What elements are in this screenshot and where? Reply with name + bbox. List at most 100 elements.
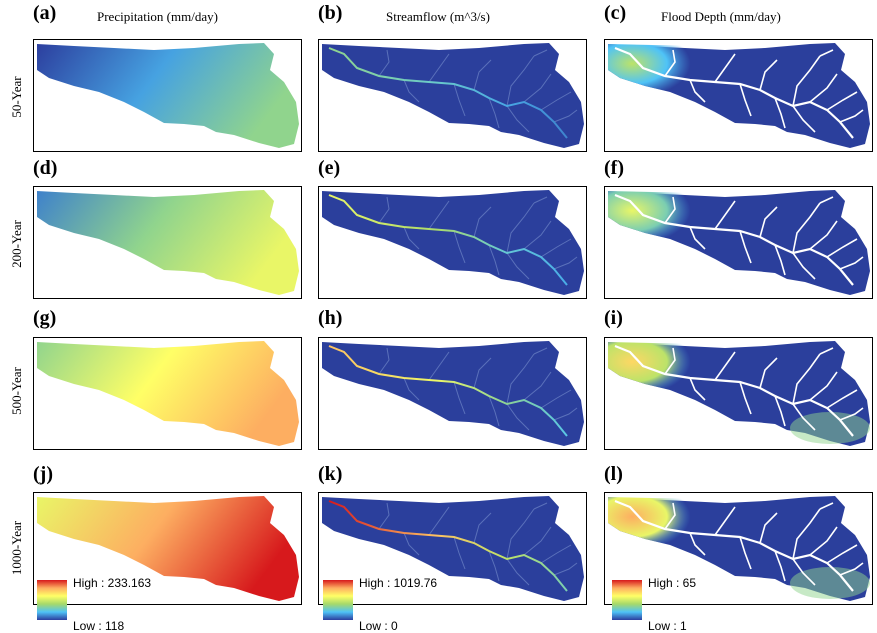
panel-label-l: (l) bbox=[604, 463, 623, 485]
tributary-line bbox=[819, 502, 834, 510]
panel-label-e: (e) bbox=[318, 157, 341, 179]
flood-depth-map-200-year bbox=[604, 186, 873, 299]
legend-color-ramp bbox=[323, 580, 353, 620]
tributary-line bbox=[533, 347, 548, 355]
tributary-line bbox=[473, 59, 492, 91]
tributary-line bbox=[826, 91, 858, 111]
tributary-line bbox=[506, 558, 530, 586]
streamflow-map-200-year bbox=[318, 186, 587, 299]
tributary-line bbox=[473, 512, 492, 544]
tributary-line bbox=[488, 395, 500, 427]
tributary-line bbox=[506, 105, 530, 133]
tributary-line bbox=[553, 407, 578, 421]
tributary-line bbox=[488, 550, 500, 582]
tributary-line bbox=[428, 351, 450, 381]
tributary-line bbox=[523, 371, 552, 401]
tributary-line bbox=[403, 226, 420, 250]
tributary-line bbox=[428, 506, 450, 536]
main-stream-line bbox=[614, 193, 854, 286]
tributary-line bbox=[792, 55, 821, 107]
panel-label-i: (i) bbox=[604, 307, 623, 329]
tributary-line bbox=[453, 381, 466, 415]
tributary-line bbox=[809, 371, 838, 401]
tributary-line bbox=[473, 206, 492, 238]
tributary-line bbox=[819, 196, 834, 204]
tributary-line bbox=[506, 55, 535, 107]
watershed-precipitation-field bbox=[37, 43, 299, 148]
panel-label-c: (c) bbox=[604, 2, 627, 24]
tributary-line bbox=[553, 562, 578, 576]
tributary-line bbox=[523, 526, 552, 556]
flood-depth-map-1000-year bbox=[604, 492, 873, 605]
tributary-line bbox=[774, 550, 786, 582]
watershed-precipitation-field bbox=[37, 341, 299, 446]
tributary-line bbox=[839, 109, 864, 123]
main-stream-line bbox=[614, 344, 854, 437]
watershed-basin bbox=[322, 43, 584, 148]
precipitation-map-1000-year bbox=[33, 492, 302, 605]
legend-color-ramp bbox=[612, 580, 642, 620]
tributary-line bbox=[809, 220, 838, 250]
tributary-line bbox=[819, 49, 834, 57]
tributary-line bbox=[378, 196, 390, 224]
tributary-line bbox=[506, 403, 530, 431]
main-stream-line bbox=[328, 47, 568, 139]
tributary-line bbox=[809, 526, 838, 556]
row-label-200-year: 200-Year bbox=[9, 220, 24, 268]
tributary-line bbox=[473, 357, 492, 389]
column-title-precipitation: Precipitation (mm/day) bbox=[97, 9, 218, 24]
tributary-line bbox=[792, 252, 816, 280]
tributary-line bbox=[839, 407, 864, 421]
tributary-line bbox=[689, 79, 706, 103]
tributary-line bbox=[453, 83, 466, 117]
legend-color-ramp bbox=[37, 580, 67, 620]
main-stream-line bbox=[328, 500, 568, 592]
tributary-line bbox=[523, 73, 552, 103]
tributary-line bbox=[533, 49, 548, 57]
watershed-precipitation-field bbox=[37, 496, 299, 601]
tributary-line bbox=[714, 506, 736, 536]
main-stream-line bbox=[328, 194, 568, 286]
panel-label-k: (k) bbox=[318, 463, 343, 485]
streamflow-map-500-year bbox=[318, 337, 587, 450]
tributary-line bbox=[739, 83, 752, 117]
tributary-line bbox=[506, 202, 535, 254]
main-stream-line bbox=[328, 345, 568, 437]
row-label-500-year: 500-Year bbox=[9, 367, 24, 415]
precipitation-map-500-year bbox=[33, 337, 302, 450]
tributary-line bbox=[809, 73, 838, 103]
tributary-line bbox=[664, 49, 676, 77]
legend-high-label: High : 1019.76 bbox=[359, 576, 438, 590]
row-label-50-year: 50-Year bbox=[9, 76, 24, 118]
tributary-line bbox=[792, 558, 816, 586]
tributary-line bbox=[428, 200, 450, 230]
tributary-line bbox=[714, 351, 736, 381]
tributary-line bbox=[689, 226, 706, 250]
tributary-line bbox=[378, 502, 390, 530]
precipitation-map-200-year bbox=[33, 186, 302, 299]
legend-low-label: Low : 1 bbox=[648, 619, 687, 633]
tributary-line bbox=[664, 196, 676, 224]
tributary-line bbox=[792, 403, 816, 431]
tributary-line bbox=[488, 97, 500, 129]
tributary-line bbox=[792, 508, 821, 560]
tributary-line bbox=[774, 395, 786, 427]
legend-high-label: High : 65 bbox=[648, 576, 697, 590]
precipitation-map-50-year bbox=[33, 39, 302, 152]
tributary-line bbox=[759, 206, 778, 238]
tributary-line bbox=[540, 389, 572, 409]
tributary-line bbox=[403, 79, 420, 103]
tributary-line bbox=[523, 220, 552, 250]
tributary-line bbox=[714, 200, 736, 230]
tributary-line bbox=[689, 377, 706, 401]
tributary-line bbox=[403, 377, 420, 401]
flood-depth-map-500-year bbox=[604, 337, 873, 450]
tributary-line bbox=[540, 544, 572, 564]
tributary-line bbox=[774, 244, 786, 276]
panel-label-a: (a) bbox=[33, 2, 57, 24]
column-title-flood-depth: Flood Depth (mm/day) bbox=[661, 9, 781, 24]
tributary-line bbox=[506, 508, 535, 560]
legend-high-label: High : 233.163 bbox=[73, 576, 152, 590]
tributary-line bbox=[792, 353, 821, 405]
tributary-line bbox=[453, 536, 466, 570]
